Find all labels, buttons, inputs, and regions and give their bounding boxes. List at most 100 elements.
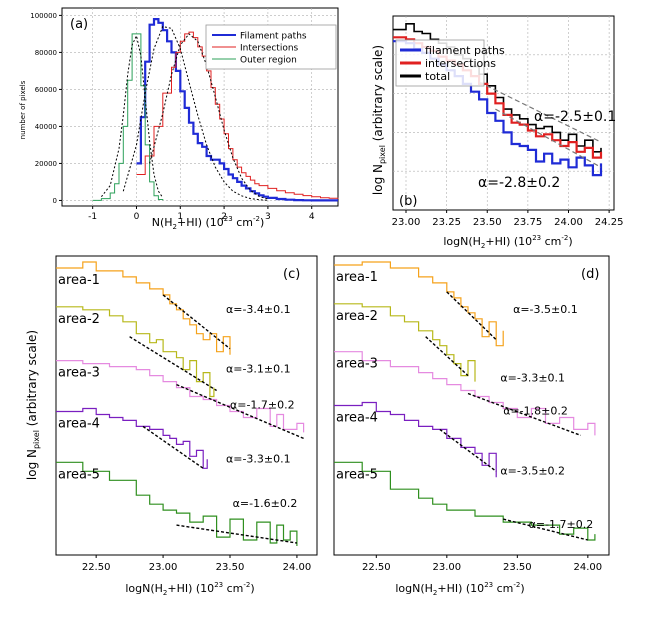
x-tick-label: 23.00 xyxy=(149,562,178,573)
panel-c-ticks: 22.50 23.00 23.50 24.00 xyxy=(82,555,311,573)
fit-area-5 xyxy=(503,518,588,541)
series-outer-region xyxy=(92,33,164,201)
panel-d-tag: (d) xyxy=(581,267,599,282)
label-area-3: area-3 xyxy=(336,357,378,372)
label-area-1: area-1 xyxy=(58,273,100,288)
alpha-area-3: α=-1.8±0.2 xyxy=(503,404,568,417)
label-area-3: area-3 xyxy=(58,366,100,381)
fit-area-4 xyxy=(142,425,204,469)
fit-area-2 xyxy=(425,336,469,377)
x-tick-label: 24.00 xyxy=(574,562,603,573)
panel-a-legend: Filament paths Intersections Outer regio… xyxy=(205,24,337,70)
x-tick-label: 24.25 xyxy=(595,217,624,228)
x-tick-label: 23.50 xyxy=(216,562,245,573)
x-tick-label: 0 xyxy=(134,212,140,222)
x-tick-label: 2 xyxy=(221,212,227,222)
fit-area-3 xyxy=(467,392,582,437)
alpha-area-4: α=-3.5±0.2 xyxy=(500,464,565,477)
panel-b-alpha-upper: α=-2.5±0.1 xyxy=(534,109,616,125)
x-tick-label: 23.00 xyxy=(433,562,462,573)
series-fit-outer-region xyxy=(101,34,164,198)
panel-d-ticks: 22.50 23.00 23.50 24.00 xyxy=(362,555,602,573)
series-area-3 xyxy=(334,351,596,436)
series-filament-paths xyxy=(136,18,338,202)
alpha-area-2: α=-3.1±0.1 xyxy=(226,363,291,376)
x-tick-label: 24.00 xyxy=(554,217,583,228)
panel-b-alpha-lower: α=-2.8±0.2 xyxy=(478,175,560,191)
alpha-area-4: α=-3.3±0.1 xyxy=(226,452,291,465)
series-total xyxy=(393,23,602,153)
panel-a-series xyxy=(92,18,339,202)
alpha-area-3: α=-1.7±0.2 xyxy=(230,398,295,411)
series-area-2 xyxy=(334,303,476,382)
panel-b-ticks: 23.00 23.25 23.50 23.75 24.00 24.25 xyxy=(392,210,624,228)
panel-c-series: area-1 α=-3.4±0.1 area-2 α=-3.1±0.1 area-3 α=… xyxy=(56,261,305,546)
legend-b-filament: filament paths xyxy=(425,44,505,57)
x-tick-label: 23.50 xyxy=(503,562,532,573)
x-tick-label: 23.75 xyxy=(514,217,543,228)
label-area-4: area-4 xyxy=(336,411,378,426)
x-tick-label: 22.50 xyxy=(82,562,111,573)
legend-b-total: total xyxy=(425,70,450,83)
alpha-area-2: α=-3.3±0.1 xyxy=(500,372,565,385)
panel-a-ticks: -1 0 1 2 3 4 0 20000 40000 60000 80000 100000 xyxy=(30,12,315,222)
x-tick-label: 23.00 xyxy=(392,217,421,228)
series-fit-upper xyxy=(478,81,602,143)
panel-c-ylabel: log Npixel (arbitrary scale) xyxy=(25,330,41,480)
panel-b-legend: filament paths intersections total xyxy=(395,39,505,87)
label-area-5: area-5 xyxy=(336,467,378,482)
label-area-1: area-1 xyxy=(336,270,378,285)
legend-outer-region: Outer region xyxy=(240,56,297,66)
series-area-4 xyxy=(334,401,497,478)
panel-c-tag: (c) xyxy=(283,267,300,282)
x-tick-label: 4 xyxy=(309,212,315,222)
panel-b-tag: (b) xyxy=(399,194,417,209)
alpha-area-1: α=-3.5±0.1 xyxy=(513,303,578,316)
x-tick-label: 23.50 xyxy=(473,217,502,228)
series-intersections xyxy=(136,31,339,199)
series-area-5 xyxy=(334,461,596,541)
y-tick-label: 60000 xyxy=(35,86,57,94)
panel-b-ylabel: log Npixel (arbitrary scale) xyxy=(371,45,387,195)
panel-c-frame xyxy=(55,255,318,556)
panel-a-ylabel: number of pixels xyxy=(19,80,27,139)
y-tick-label: 20000 xyxy=(35,160,57,168)
alpha-area-5: α=-1.6±0.2 xyxy=(233,497,298,510)
fit-area-1 xyxy=(446,291,497,341)
y-tick-label: 100000 xyxy=(30,12,57,20)
panel-c-xlabel: logN(H2+HI) (1023 cm-2) xyxy=(125,581,254,597)
panel-a: -1 0 1 2 3 4 0 20000 40000 60000 80000 100000 (a) F… xyxy=(19,7,339,231)
panel-d-series: area-1 α=-3.5±0.1 area-2 α=-3.3±0.1 area-3 α=… xyxy=(334,261,596,541)
series-fit-lower xyxy=(495,108,602,168)
panel-d-frame xyxy=(333,255,610,556)
y-tick-label: 40000 xyxy=(35,123,57,131)
x-tick-label: 23.25 xyxy=(432,217,461,228)
series-fit-filament-paths xyxy=(122,25,268,201)
series-area-3 xyxy=(56,360,305,433)
label-area-4: area-4 xyxy=(58,416,100,431)
panel-a-xlabel: N(H2+HI) (1023 cm-2) xyxy=(152,215,265,231)
x-tick-label: -1 xyxy=(88,212,97,222)
series-fit-intersections xyxy=(149,33,269,200)
legend-intersections: Intersections xyxy=(240,44,299,54)
panel-a-tag: (a) xyxy=(70,17,88,32)
x-tick-label: 24.00 xyxy=(283,562,312,573)
panel-d-xlabel: logN(H2+HI) (1023 cm-2) xyxy=(395,581,524,597)
label-area-2: area-2 xyxy=(336,309,378,324)
panel-b: 23.00 23.25 23.50 23.75 24.00 24.25 filament … xyxy=(371,15,624,250)
panel-c: area-1 α=-3.4±0.1 area-2 α=-3.1±0.1 area-3 α=… xyxy=(25,255,318,597)
alpha-area-1: α=-3.4±0.1 xyxy=(226,303,291,316)
fit-area-3 xyxy=(176,383,304,440)
panel-a-grid xyxy=(62,8,338,206)
y-tick-label: 80000 xyxy=(35,49,57,57)
x-tick-label: 22.50 xyxy=(362,562,391,573)
fit-area-1 xyxy=(162,294,231,350)
x-tick-label: 3 xyxy=(265,212,271,222)
x-tick-label: 1 xyxy=(177,212,183,222)
label-area-2: area-2 xyxy=(58,312,100,327)
panel-b-xlabel: logN(H2+HI) (1023 cm-2) xyxy=(443,234,572,250)
legend-b-intersections: intersections xyxy=(425,57,496,70)
series-area-1 xyxy=(56,261,231,355)
label-area-5: area-5 xyxy=(58,467,100,482)
